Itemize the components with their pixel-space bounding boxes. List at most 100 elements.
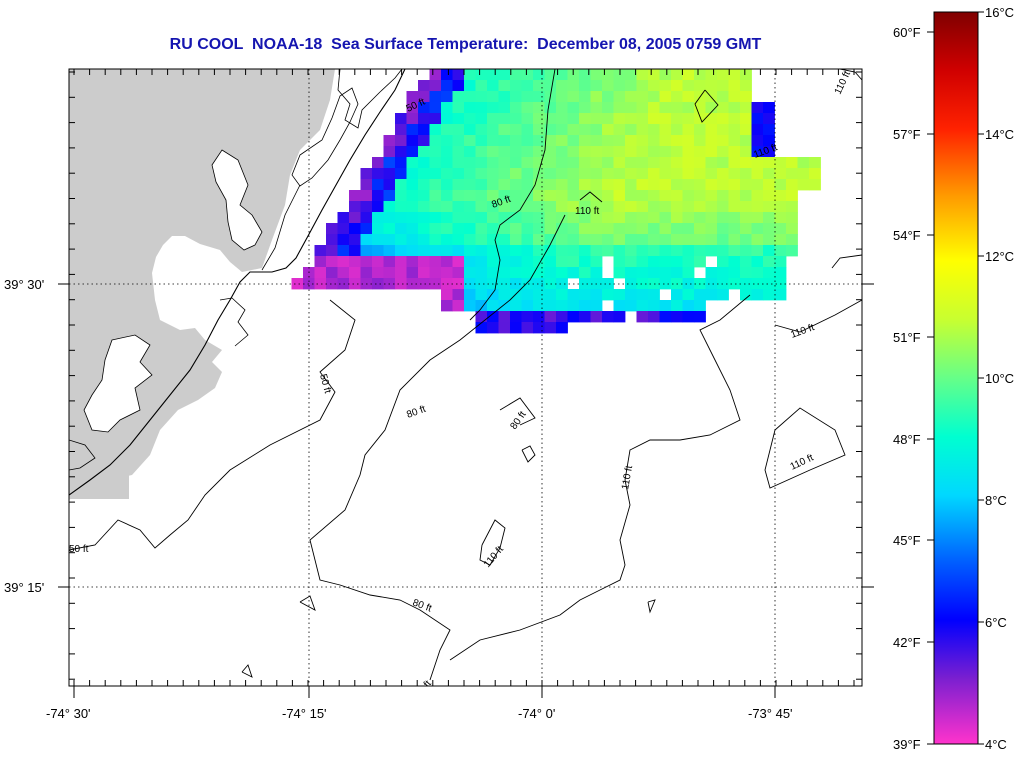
sst-pixel <box>579 69 591 81</box>
sst-pixel <box>671 80 683 92</box>
sst-pixel <box>475 223 488 235</box>
sst-pixel <box>441 245 453 257</box>
sst-pixel <box>774 245 787 257</box>
sst-pixel <box>487 201 499 213</box>
sst-pixel <box>349 201 361 213</box>
sst-pixel <box>418 212 430 224</box>
sst-pixel <box>636 91 649 103</box>
sst-pixel <box>487 234 499 246</box>
sst-pixel <box>487 146 499 158</box>
sst-pixel <box>763 223 775 235</box>
sst-pixel <box>740 201 752 213</box>
sst-pixel <box>498 300 511 312</box>
sst-pixel <box>602 201 614 213</box>
sst-pixel <box>326 278 338 290</box>
sst-pixel <box>441 69 453 81</box>
sst-pixel <box>452 223 465 235</box>
sst-pixel <box>487 311 499 323</box>
sst-pixel <box>602 91 614 103</box>
sst-pixel <box>544 146 557 158</box>
sst-pixel <box>717 267 729 279</box>
sst-pixel <box>475 212 488 224</box>
sst-pixel <box>602 146 614 158</box>
sst-pixel <box>452 124 465 136</box>
sst-pixel <box>694 256 706 268</box>
sst-pixel <box>705 234 718 246</box>
sst-pixel <box>521 311 534 323</box>
sst-pixel <box>567 102 580 114</box>
sst-pixel <box>441 267 453 279</box>
sst-pixel <box>452 278 465 290</box>
celsius-label: 4°C <box>985 737 1007 752</box>
sst-pixel <box>705 146 718 158</box>
sst-pixel <box>705 80 718 92</box>
sst-pixel <box>751 289 764 301</box>
sst-pixel <box>510 212 522 224</box>
sst-pixel <box>544 256 557 268</box>
sst-pixel <box>659 69 672 81</box>
sst-pixel <box>487 113 499 125</box>
lat-label: 39° 30' <box>4 277 44 292</box>
sst-pixel <box>533 300 545 312</box>
sst-pixel <box>648 157 660 169</box>
sst-pixel <box>590 69 603 81</box>
sst-pixel <box>406 201 419 213</box>
sst-pixel <box>533 289 545 301</box>
sst-pixel <box>694 102 706 114</box>
sst-pixel <box>452 113 465 125</box>
sst-pixel <box>671 190 683 202</box>
sst-pixel <box>590 157 603 169</box>
sst-pixel <box>521 234 534 246</box>
sst-pixel <box>786 234 798 246</box>
sst-pixel <box>383 135 396 147</box>
sst-pixel <box>441 201 453 213</box>
sst-pixel <box>452 69 465 81</box>
sst-pixel <box>487 190 499 202</box>
sst-pixel <box>763 289 775 301</box>
sst-pixel <box>475 234 488 246</box>
sst-pixel <box>475 91 488 103</box>
sst-pixel <box>521 113 534 125</box>
sst-pixel <box>556 157 568 169</box>
sst-pixel <box>475 102 488 114</box>
sst-pixel <box>763 102 775 114</box>
sst-pixel <box>544 190 557 202</box>
sst-pixel <box>682 124 695 136</box>
sst-pixel <box>659 190 672 202</box>
sst-pixel <box>797 168 810 180</box>
sst-pixel <box>740 278 752 290</box>
sst-pixel <box>429 212 442 224</box>
sst-pixel <box>395 267 407 279</box>
celsius-label: 8°C <box>985 493 1007 508</box>
sst-pixel <box>498 146 511 158</box>
sst-pixel <box>510 80 522 92</box>
sst-pixel <box>349 267 361 279</box>
sst-pixel <box>648 212 660 224</box>
sst-pixel <box>429 190 442 202</box>
sst-pixel <box>717 223 729 235</box>
sst-pixel <box>567 245 580 257</box>
sst-pixel <box>487 91 499 103</box>
sst-pixel <box>613 201 626 213</box>
map-title: RU COOL NOAA-18 Sea Surface Temperature:… <box>169 36 762 53</box>
sst-pixel <box>521 267 534 279</box>
sst-pixel <box>625 223 637 235</box>
sst-pixel <box>694 69 706 81</box>
sst-pixel <box>533 278 545 290</box>
sst-pixel <box>751 179 764 191</box>
sst-pixel <box>406 91 419 103</box>
lon-label: -74° 30' <box>46 706 91 721</box>
sst-pixel <box>579 289 591 301</box>
sst-pixel <box>441 212 453 224</box>
sst-pixel <box>337 212 350 224</box>
sst-pixel <box>774 267 787 279</box>
sst-pixel <box>613 311 626 323</box>
sst-pixel <box>429 69 442 81</box>
sst-pixel <box>579 212 591 224</box>
sst-pixel <box>648 278 660 290</box>
sst-pixel <box>464 91 476 103</box>
sst-pixel <box>590 212 603 224</box>
sst-pixel <box>429 179 442 191</box>
sst-pixel <box>487 256 499 268</box>
sst-pixel <box>521 80 534 92</box>
